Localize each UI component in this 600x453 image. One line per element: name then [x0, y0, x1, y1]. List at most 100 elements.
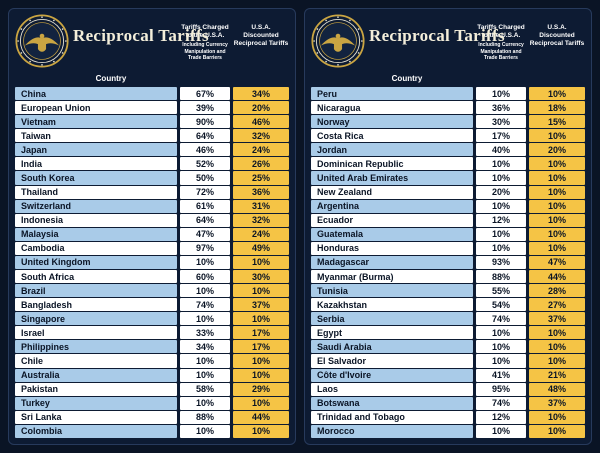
tariff-row: Turkey 10% 10% — [15, 396, 289, 410]
discounted-tariff-cell: 25% — [233, 171, 289, 185]
tariff-row: Trinidad and Tobago 12% 10% — [311, 410, 585, 424]
tariff-row: Bangladesh 74% 37% — [15, 298, 289, 312]
tariff-row: Singapore 10% 10% — [15, 312, 289, 326]
discounted-tariff-cell: 10% — [529, 227, 585, 241]
discounted-tariff-cell: 10% — [233, 424, 289, 438]
charged-tariff-cell: 12% — [476, 213, 526, 227]
tariff-rows-right: Peru 10% 10% Nicaragua 36% 18% Norway 30% 15% Cos… — [311, 87, 585, 438]
tariff-row: Jordan 40% 20% — [311, 143, 585, 157]
country-cell: European Union — [15, 101, 177, 115]
tariff-row: New Zealand 20% 10% — [311, 185, 585, 199]
discounted-tariff-cell: 17% — [233, 326, 289, 340]
discounted-tariff-cell: 10% — [529, 241, 585, 255]
panel-header: Reciprocal Tariffs Country Tariffs Charg… — [311, 14, 585, 84]
discounted-tariff-cell: 10% — [529, 340, 585, 354]
charged-tariff-cell: 88% — [180, 410, 230, 424]
country-cell: Dominican Republic — [311, 157, 473, 171]
country-cell: Costa Rica — [311, 129, 473, 143]
charged-tariff-cell: 46% — [180, 143, 230, 157]
tariff-panel-right: Reciprocal Tariffs Country Tariffs Charg… — [304, 8, 592, 445]
discounted-tariff-cell: 26% — [233, 157, 289, 171]
country-cell: Morocco — [311, 424, 473, 438]
tariff-row: Dominican Republic 10% 10% — [311, 157, 585, 171]
country-cell: Myanmar (Burma) — [311, 270, 473, 284]
charged-tariff-cell: 10% — [476, 354, 526, 368]
country-cell: Laos — [311, 382, 473, 396]
country-cell: Australia — [15, 368, 177, 382]
tariff-row: Peru 10% 10% — [311, 87, 585, 101]
country-cell: United Kingdom — [15, 255, 177, 270]
discounted-tariff-cell: 29% — [233, 382, 289, 396]
tariff-row: Madagascar 93% 47% — [311, 255, 585, 270]
charged-tariff-cell: 88% — [476, 270, 526, 284]
country-cell: Philippines — [15, 340, 177, 354]
discounted-tariff-cell: 10% — [529, 199, 585, 213]
tariff-row: Guatemala 10% 10% — [311, 227, 585, 241]
country-cell: South Africa — [15, 270, 177, 284]
charged-tariff-cell: 34% — [180, 340, 230, 354]
charged-tariff-cell: 61% — [180, 199, 230, 213]
charged-tariff-cell: 90% — [180, 115, 230, 129]
charged-tariff-cell: 97% — [180, 241, 230, 255]
tariff-row: Cambodia 97% 49% — [15, 241, 289, 255]
country-cell: New Zealand — [311, 185, 473, 199]
country-cell: Vietnam — [15, 115, 177, 129]
discounted-tariff-cell: 21% — [529, 368, 585, 382]
charged-tariff-cell: 10% — [180, 284, 230, 298]
tariff-row: China 67% 34% — [15, 87, 289, 101]
discounted-tariff-cell: 10% — [529, 424, 585, 438]
country-cell: Japan — [15, 143, 177, 157]
charged-tariff-cell: 30% — [476, 115, 526, 129]
charged-tariff-cell: 40% — [476, 143, 526, 157]
charged-tariff-cell: 52% — [180, 157, 230, 171]
discounted-tariff-cell: 10% — [529, 185, 585, 199]
country-cell: Norway — [311, 115, 473, 129]
discounted-tariff-cell: 10% — [529, 326, 585, 340]
charged-tariff-cell: 95% — [476, 382, 526, 396]
country-cell: Bangladesh — [15, 298, 177, 312]
country-cell: Argentina — [311, 199, 473, 213]
charged-tariff-cell: 12% — [476, 410, 526, 424]
column-header-charged: Tariffs Charged to the U.S.A. Including … — [476, 14, 526, 84]
discounted-tariff-cell: 49% — [233, 241, 289, 255]
charged-tariff-cell: 33% — [180, 326, 230, 340]
discounted-tariff-cell: 30% — [233, 270, 289, 284]
country-cell: Turkey — [15, 396, 177, 410]
tariff-row: Ecuador 12% 10% — [311, 213, 585, 227]
discounted-tariff-cell: 36% — [233, 185, 289, 199]
tariff-row: Costa Rica 17% 10% — [311, 129, 585, 143]
discounted-tariff-cell: 10% — [529, 410, 585, 424]
country-cell: Malaysia — [15, 227, 177, 241]
charged-header-subtitle: Including Currency Manipulation and Trad… — [478, 42, 524, 62]
tariff-row: European Union 39% 20% — [15, 101, 289, 115]
charged-tariff-cell: 10% — [180, 368, 230, 382]
charged-header-title: Tariffs Charged to the U.S.A. — [477, 24, 525, 40]
charged-tariff-cell: 74% — [476, 396, 526, 410]
column-header-country: Country — [95, 74, 127, 83]
panel-title: Reciprocal Tariffs — [73, 26, 209, 45]
discounted-tariff-cell: 10% — [529, 213, 585, 227]
country-cell: Switzerland — [15, 199, 177, 213]
country-cell: Kazakhstan — [311, 298, 473, 312]
country-cell: Jordan — [311, 143, 473, 157]
country-cell: Saudi Arabia — [311, 340, 473, 354]
discounted-tariff-cell: 20% — [529, 143, 585, 157]
charged-tariff-cell: 20% — [476, 185, 526, 199]
tariff-row: Japan 46% 24% — [15, 143, 289, 157]
tariff-row: Honduras 10% 10% — [311, 241, 585, 255]
country-cell: South Korea — [15, 171, 177, 185]
tariff-row: Philippines 34% 17% — [15, 340, 289, 354]
column-header-country: Country — [391, 74, 423, 83]
country-cell: Tunisia — [311, 284, 473, 298]
tariff-row: Colombia 10% 10% — [15, 424, 289, 438]
charged-tariff-cell: 93% — [476, 255, 526, 270]
column-header-charged: Tariffs Charged to the U.S.A. Including … — [180, 14, 230, 84]
discounted-tariff-cell: 27% — [529, 298, 585, 312]
charged-tariff-cell: 10% — [180, 424, 230, 438]
discounted-tariff-cell: 47% — [529, 255, 585, 270]
charged-tariff-cell: 10% — [180, 255, 230, 270]
discounted-header-title: U.S.A. Discounted Reciprocal Tariffs — [529, 24, 585, 48]
discounted-tariff-cell: 28% — [529, 284, 585, 298]
tariff-row: Egypt 10% 10% — [311, 326, 585, 340]
country-cell: Colombia — [15, 424, 177, 438]
